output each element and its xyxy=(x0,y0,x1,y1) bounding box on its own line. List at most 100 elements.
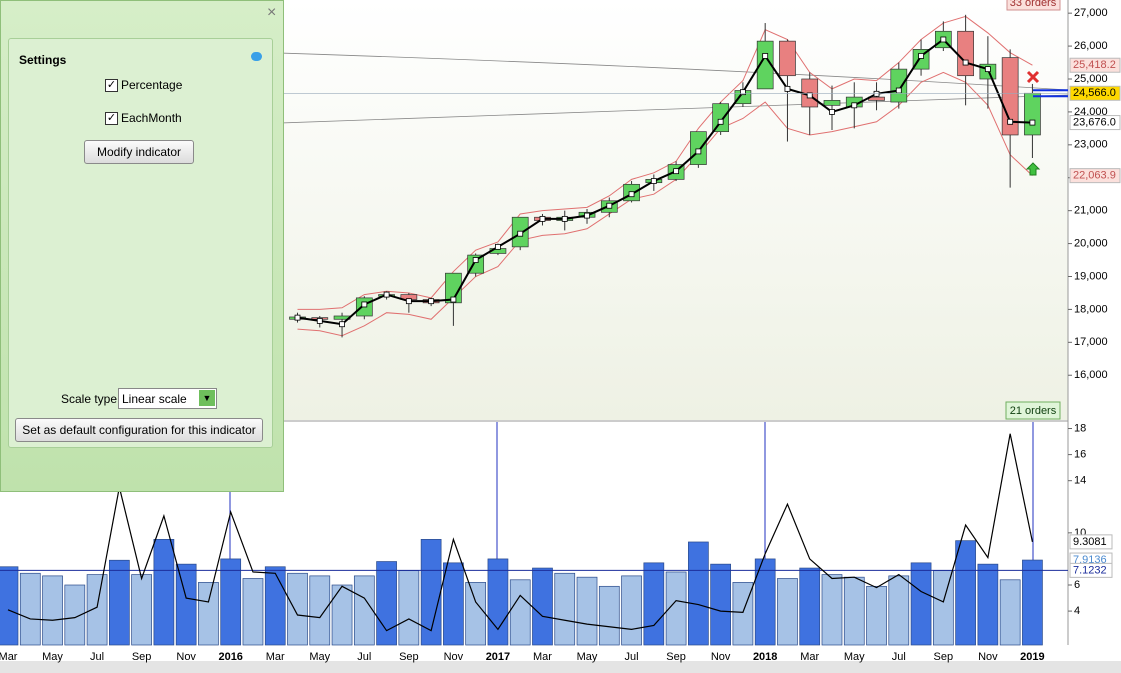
volume-bar xyxy=(1022,559,1043,646)
volume-bar xyxy=(710,563,731,646)
upper-band xyxy=(297,15,1033,310)
x-tick-label: Sep xyxy=(666,651,686,663)
average-point xyxy=(873,90,880,97)
x-tick-label: May xyxy=(577,651,598,663)
price-label-box xyxy=(1069,115,1121,131)
settings-title: Settings xyxy=(19,53,67,67)
average-point xyxy=(339,321,345,328)
volume-bar xyxy=(621,575,642,646)
volume-bar xyxy=(287,572,308,646)
volume-bar xyxy=(554,572,576,646)
volume-bar xyxy=(843,576,865,646)
volume-bar xyxy=(665,571,687,646)
close-button[interactable]: × xyxy=(267,4,277,21)
volume-bar xyxy=(777,578,798,646)
x-tick-label: Mar xyxy=(0,651,18,663)
checkbox-label: EachMonth xyxy=(121,111,182,125)
orders-box xyxy=(1006,0,1061,11)
volume-bar xyxy=(598,585,620,646)
indicator-line xyxy=(7,433,1034,632)
average-point xyxy=(517,230,524,237)
marker-label: 9.3081 xyxy=(1073,536,1107,548)
volume-bar xyxy=(153,539,175,646)
x-tick-label: May xyxy=(844,651,865,663)
price-label: 23,676.0 xyxy=(1073,116,1116,128)
candle-body xyxy=(1001,57,1019,136)
x-tick-label: Nov xyxy=(711,651,731,663)
y-tick-label: 23,000 xyxy=(1074,139,1108,151)
y-tick-label: 16,000 xyxy=(1074,369,1108,381)
x-tick-label: 2018 xyxy=(753,651,777,663)
volume-bar xyxy=(64,584,86,646)
average-point xyxy=(294,314,301,321)
x-tick-label: Nov xyxy=(978,651,998,663)
average-point xyxy=(316,318,323,324)
x-tick-label: Mar xyxy=(533,651,552,663)
scale-type-select[interactable]: Linear scale ▼ xyxy=(118,388,217,409)
x-tick-label: Sep xyxy=(132,651,152,663)
price-label-box xyxy=(1069,85,1121,101)
price-label: 25,418.2 xyxy=(1073,59,1116,71)
marker-label: 7.1232 xyxy=(1073,564,1107,576)
x-tick-label: 2016 xyxy=(218,651,242,663)
help-icon[interactable] xyxy=(251,52,262,61)
average-point xyxy=(762,53,769,59)
price-label: 24,566.0 xyxy=(1073,87,1116,99)
x-tick-label: May xyxy=(42,651,63,663)
volume-bar xyxy=(799,567,821,646)
x-tick-label: Jul xyxy=(357,651,371,663)
volume-bar xyxy=(443,562,464,646)
average-point xyxy=(918,53,924,59)
average-point xyxy=(784,85,791,92)
lower-band xyxy=(297,71,1033,337)
average-point xyxy=(539,215,546,222)
volume-bar xyxy=(19,572,41,646)
volume-bar xyxy=(643,562,665,646)
x-tick-label: 2019 xyxy=(1020,651,1044,663)
volume-bar xyxy=(331,584,353,646)
volume-bar xyxy=(264,566,286,646)
candle-body xyxy=(823,100,841,106)
dropdown-arrow[interactable]: ▼ xyxy=(199,390,215,406)
volume-bar xyxy=(108,559,130,646)
average-point xyxy=(383,291,390,298)
y-tick-label: 26,000 xyxy=(1074,40,1108,52)
x-tick-label: Jul xyxy=(892,651,906,663)
modify-button[interactable]: Modify indicator xyxy=(84,140,194,164)
x-tick-label: Nov xyxy=(176,651,196,663)
settings-box: Settings ✓ Percentage ✓ EachMonth Modify… xyxy=(8,38,273,448)
volume-bar xyxy=(732,582,754,646)
y-tick-label: 14 xyxy=(1074,475,1086,487)
volume-bar xyxy=(220,558,242,646)
volume-bar xyxy=(754,558,776,646)
default-button[interactable]: Set as default configuration for this in… xyxy=(15,418,263,442)
volume-bar xyxy=(353,575,375,646)
volume-bar xyxy=(242,578,264,646)
y-tick-label: 27,000 xyxy=(1074,7,1108,19)
x-tick-label: Mar xyxy=(800,651,819,663)
x-tick-label: Jul xyxy=(625,651,639,663)
x-tick-label: Sep xyxy=(399,651,419,663)
status-strip xyxy=(0,661,1121,673)
volume-bar xyxy=(532,567,553,646)
checkbox[interactable]: ✓ xyxy=(105,79,118,92)
marker-box xyxy=(1069,534,1113,550)
y-tick-label: 16 xyxy=(1074,449,1086,461)
candle-body xyxy=(756,40,774,90)
average-point xyxy=(405,298,412,305)
y-tick-label: 17,000 xyxy=(1074,336,1108,348)
average-point xyxy=(472,257,479,263)
average-point xyxy=(673,168,679,175)
average-point xyxy=(940,36,947,43)
checkbox[interactable]: ✓ xyxy=(105,112,118,125)
average-point xyxy=(561,215,568,222)
volume-bar xyxy=(309,575,331,646)
average-point xyxy=(717,118,724,125)
volume-bar xyxy=(398,570,420,646)
candle-body xyxy=(690,131,707,165)
candle-body xyxy=(445,272,462,304)
volume-bar xyxy=(688,541,709,646)
y-tick-label: 19,000 xyxy=(1074,270,1108,282)
average-line xyxy=(297,38,1033,326)
